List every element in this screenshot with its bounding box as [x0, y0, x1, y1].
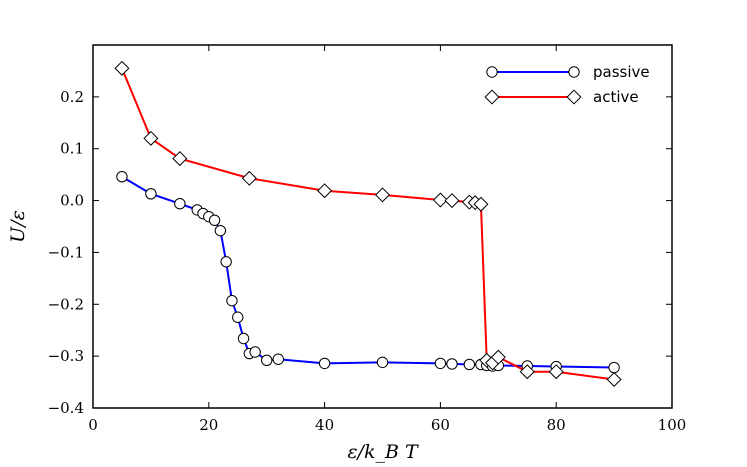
series-layer	[114, 60, 622, 387]
legend-marker	[568, 66, 580, 78]
passive-point	[261, 354, 273, 366]
ticks-layer	[92, 45, 673, 409]
x-tick-label: 60	[431, 416, 450, 434]
passive-point	[174, 197, 186, 210]
plot-frame	[92, 44, 673, 409]
x-tick-label: 100	[658, 416, 687, 434]
series-active	[114, 60, 622, 387]
legend-marker	[486, 66, 498, 78]
active-point	[317, 183, 333, 199]
passive-point	[376, 356, 389, 369]
x-axis-label: ε/k_B T	[347, 441, 419, 463]
legend-marker	[484, 89, 500, 105]
passive-point	[208, 214, 221, 226]
passive-point	[249, 346, 261, 358]
passive-point	[463, 358, 476, 371]
active-point	[548, 364, 564, 380]
active-point	[241, 170, 257, 186]
legend: passive active	[484, 63, 650, 106]
passive-point	[232, 311, 244, 323]
y-tick-label: −0.1	[48, 243, 84, 261]
active-point	[490, 349, 506, 365]
active-point	[172, 151, 188, 167]
passive-point	[214, 224, 227, 237]
active-point	[606, 371, 622, 387]
passive-point	[220, 256, 232, 268]
passive-point	[237, 332, 250, 345]
active-line	[121, 67, 615, 381]
x-tick-label: 40	[315, 416, 334, 434]
legend-label: active	[593, 88, 639, 106]
legend-marker	[566, 89, 582, 105]
passive-point	[446, 358, 458, 370]
passive-point	[226, 294, 238, 307]
active-point	[143, 130, 159, 146]
series-passive	[116, 171, 620, 374]
passive-point	[318, 357, 331, 370]
y-tick-label: −0.2	[48, 295, 84, 313]
legend-label: passive	[593, 63, 650, 81]
y-tick-label: 0.2	[60, 88, 84, 106]
legend-entry-active: active	[484, 88, 639, 106]
x-tick-label: 20	[199, 416, 218, 434]
active-point	[114, 60, 130, 76]
x-tick-label: 80	[547, 416, 566, 434]
x-tick-label: 0	[88, 416, 98, 434]
y-axis-label: U/ε	[7, 210, 29, 243]
passive-point	[608, 361, 620, 374]
active-point	[473, 196, 489, 212]
active-point	[432, 192, 448, 208]
passive-point	[145, 188, 157, 200]
active-point	[374, 187, 391, 203]
active-point	[444, 193, 460, 209]
y-tick-label: −0.3	[48, 347, 84, 365]
passive-point	[272, 353, 284, 365]
legend-entry-passive: passive	[486, 63, 650, 81]
passive-point	[116, 171, 128, 183]
y-tick-label: 0.0	[60, 192, 84, 210]
active-point	[519, 364, 535, 380]
y-tick-label: 0.1	[60, 140, 84, 158]
y-tick-label: −0.4	[48, 399, 84, 417]
labels-layer: 0 20 40 60 80 100 −0.4 −0.3 −0.2 −0.1 0.0 0.1 0.2 ε/k…	[7, 88, 686, 463]
passive-point	[434, 357, 447, 370]
